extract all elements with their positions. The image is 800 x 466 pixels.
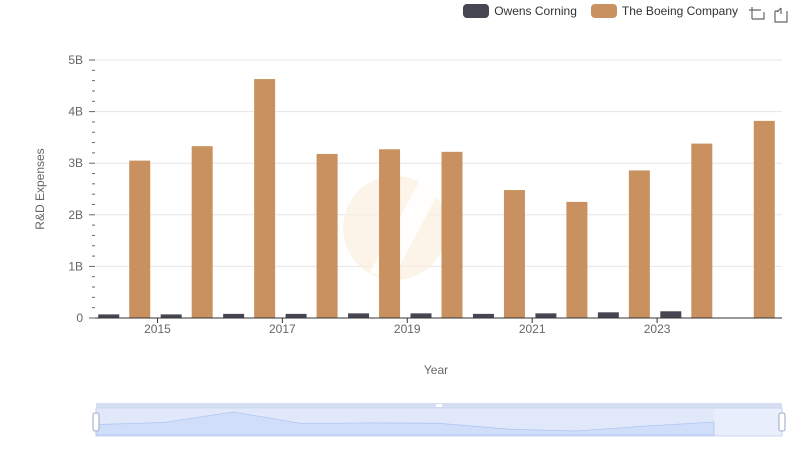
bar-the-boeing-company-2022[interactable] (628, 170, 650, 318)
slider-preview-area (95, 411, 715, 436)
slider-selected-window[interactable] (96, 409, 714, 435)
y-tick-label: 0 (76, 311, 83, 325)
y-tick-label: 3B (68, 156, 83, 170)
bar-owens-corning-2018[interactable] (348, 313, 370, 318)
bar-owens-corning-2023[interactable] (660, 311, 682, 318)
slider-drag-grip[interactable] (436, 404, 442, 407)
y-tick-label: 1B (68, 259, 83, 273)
legend-label-boeing: The Boeing Company (621, 4, 738, 18)
bar-the-boeing-company-2021[interactable] (566, 201, 588, 318)
x-tick-label: 2021 (519, 322, 546, 336)
bar-the-boeing-company-2014[interactable] (129, 160, 151, 318)
slider-left-handle[interactable] (92, 412, 100, 432)
bars (98, 79, 775, 318)
legend-swatch-boeing (590, 4, 617, 18)
x-tick-label: 2023 (644, 322, 671, 336)
y-axis-label: R&D Expenses (33, 148, 47, 229)
bar-owens-corning-2021[interactable] (535, 313, 557, 318)
legend-swatch-owens-corning (463, 4, 490, 18)
axes: 0 1B 2B 3B 4B 5B 2015 2017 2019 2021 2023 (68, 53, 782, 336)
bar-the-boeing-company-2017[interactable] (316, 153, 338, 318)
bar-owens-corning-2022[interactable] (597, 312, 619, 318)
x-axis-label: Year (424, 363, 448, 377)
x-tick-label: 2017 (269, 322, 296, 336)
bar-the-boeing-company-2016[interactable] (254, 79, 276, 318)
bar-the-boeing-company-2018[interactable] (379, 149, 401, 318)
bar-owens-corning-2019[interactable] (410, 313, 432, 318)
chart-toolbox (742, 6, 790, 24)
y-tick-label: 5B (68, 53, 83, 67)
y-tick-label: 2B (68, 208, 83, 222)
bar-owens-corning-2014[interactable] (98, 314, 120, 318)
bar-owens-corning-2020[interactable] (472, 313, 494, 318)
bar-owens-corning-2016[interactable] (223, 313, 245, 318)
bar-the-boeing-company-2024[interactable] (753, 120, 775, 318)
x-tick-label: 2019 (394, 322, 421, 336)
legend: Owens Corning The Boeing Company (449, 4, 738, 18)
axis-labels: R&D Expenses Year (33, 148, 448, 377)
bar-the-boeing-company-2015[interactable] (191, 146, 213, 318)
x-tick-label: 2015 (144, 322, 171, 336)
y-tick-label: 4B (68, 105, 83, 119)
bar-the-boeing-company-2020[interactable] (503, 190, 525, 318)
bar-the-boeing-company-2023[interactable] (691, 143, 713, 318)
bar-owens-corning-2015[interactable] (160, 314, 182, 318)
bar-the-boeing-company-2019[interactable] (441, 151, 463, 318)
restore-icon[interactable] (772, 6, 790, 24)
legend-item-boeing[interactable]: The Boeing Company (590, 4, 738, 18)
bar-owens-corning-2017[interactable] (285, 313, 307, 318)
legend-item-owens-corning[interactable]: Owens Corning (463, 4, 577, 18)
legend-label-owens-corning: Owens Corning (494, 4, 577, 18)
data-zoom-slider[interactable] (92, 403, 786, 437)
slider-right-handle[interactable] (778, 412, 786, 432)
zoom-select-icon[interactable] (748, 6, 766, 24)
